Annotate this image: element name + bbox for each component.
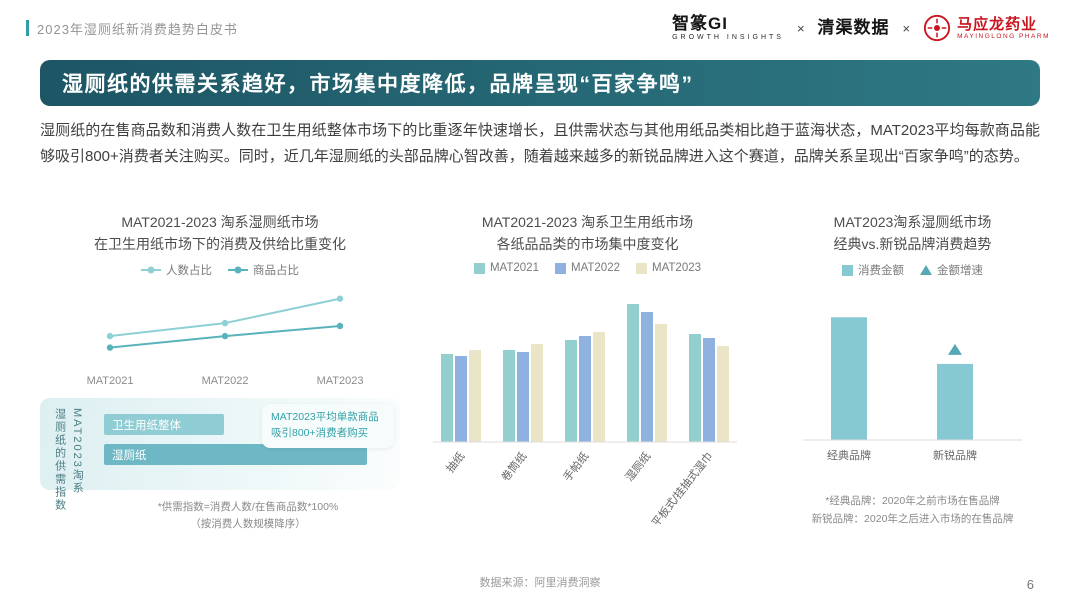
svg-text:卷筒纸: 卷筒纸	[498, 450, 529, 485]
top-bar-left: 2023年湿厕纸新消费趋势白皮书	[26, 19, 238, 38]
chart-supply-demand-section: MAT2021-2023 淘系湿厕纸市场 在卫生用纸市场下的消费及供给比重变化 …	[40, 212, 400, 533]
supply-demand-panel: MAT2023淘系 湿厕纸的供需指数 卫生用纸整体 湿厕纸 MAT2023平均单…	[40, 398, 400, 512]
brand-mayinglong-name: 马应龙药业	[957, 15, 1038, 33]
chart3-title: MAT2023淘系湿厕纸市场 经典vs.新锐品牌消费趋势	[785, 212, 1040, 255]
callout-line2: 吸引800+消费者购买	[271, 427, 369, 440]
legend-item-mat2022: MAT2022	[554, 262, 620, 275]
bar-wet-toilet-paper: 湿厕纸	[104, 444, 368, 466]
square-swatch-icon	[554, 262, 566, 274]
legend-item-shangpin: 商品占比	[228, 262, 299, 278]
brand-zhizhuan-name: 智篆GI	[672, 14, 729, 34]
chart1-title-line1: MAT2021-2023 淘系湿厕纸市场	[121, 214, 319, 230]
line-swatch-icon	[228, 266, 248, 274]
chart2-title-line2: 各纸品品类的市场集中度变化	[496, 235, 679, 252]
headline-banner: 湿厕纸的供需关系趋好，市场集中度降低，品牌呈现“百家争鸣”	[40, 60, 1040, 106]
legend-item-zengsu: 金额增速	[920, 262, 983, 278]
supply-panel-bars: 卫生用纸整体 湿厕纸	[104, 398, 390, 466]
chart1-legend: 人数占比 商品占比	[40, 262, 400, 278]
accent-bar	[26, 20, 29, 36]
svg-text:新锐品牌: 新锐品牌	[933, 448, 977, 462]
svg-text:MAT2022: MAT2022	[202, 375, 249, 387]
vertical-label-line2: 湿厕纸的供需指数	[53, 408, 66, 513]
legend-label: MAT2021	[489, 262, 539, 275]
supply-index-footnote: *供需指数=消费人数/在售商品数*100% （按消费人数规模降序）	[40, 499, 400, 533]
square-swatch-icon	[473, 262, 485, 274]
footnote-classic-brand: *经典品牌：2020年之前市场在售品牌	[825, 495, 1000, 508]
legend-label: MAT2022	[570, 262, 620, 275]
brand-mayinglong-text: 马应龙药业 MAYINGLONG PHARM	[957, 16, 1050, 41]
supply-panel-vertical-label: MAT2023淘系 湿厕纸的供需指数	[50, 408, 85, 563]
svg-text:MAT2021: MAT2021	[87, 375, 134, 387]
chart2-title-line1: MAT2021-2023 淘系卫生用纸市场	[481, 214, 694, 230]
line-chart-canvas: MAT2021 MAT2022 MAT2023	[87, 295, 364, 387]
legend-label: 人数占比	[166, 265, 212, 278]
legend-label: 商品占比	[253, 265, 299, 278]
chart2-legend: MAT2021 MAT2022 MAT2023	[415, 262, 760, 274]
bar-hygiene-overall: 卫生用纸整体	[104, 414, 225, 436]
triangle-swatch-icon	[920, 265, 932, 276]
chart-concentration-section: MAT2021-2023 淘系卫生用纸市场 各纸品品类的市场集中度变化 MAT2…	[415, 212, 760, 524]
chart3-title-line2: 经典vs.新锐品牌消费趋势	[833, 235, 992, 252]
chart2-title: MAT2021-2023 淘系卫生用纸市场 各纸品品类的市场集中度变化	[415, 212, 760, 255]
footnote-new-brand: 新锐品牌：2020年之后进入市场的在售品牌	[811, 513, 1014, 526]
chart1-title-line2: 在卫生用纸市场下的消费及供给比重变化	[94, 235, 346, 252]
chart3-title-line1: MAT2023淘系湿厕纸市场	[833, 214, 992, 230]
svg-text:MAT2023: MAT2023	[317, 375, 364, 387]
legend-item-renshu: 人数占比	[141, 262, 212, 278]
callout-800-consumers: MAT2023平均单款商品 吸引800+消费者购买	[262, 404, 394, 448]
line-swatch-icon	[141, 266, 161, 274]
brand-zhizhuan-sub: GROWTH INSIGHTS	[672, 33, 784, 41]
legend-item-mat2021: MAT2021	[473, 262, 539, 275]
brand-bar-chart-canvas: 经典品牌 新锐品牌	[803, 317, 1022, 462]
brand-mayinglong: 马应龙药业 MAYINGLONG PHARM	[923, 14, 1050, 42]
legend-label: 金额增速	[937, 265, 983, 278]
legend-label: 消费金额	[858, 265, 904, 278]
legend-item-mat2023: MAT2023	[636, 262, 701, 274]
document-title: 2023年湿厕纸新消费趋势白皮书	[37, 21, 238, 37]
footnote-line1: *供需指数=消费人数/在售商品数*100%	[157, 501, 339, 514]
chart3-legend: 消费金额 金额增速	[785, 262, 1040, 278]
legend-label: MAT2023	[652, 262, 702, 275]
square-swatch-icon	[636, 262, 647, 274]
square-swatch-icon	[842, 264, 853, 276]
mayinglong-roundel-icon	[923, 14, 951, 42]
svg-text:抽纸: 抽纸	[443, 450, 468, 476]
callout-line1: MAT2023平均单款商品	[271, 411, 379, 424]
bar-hygiene-overall-label: 卫生用纸整体	[112, 419, 181, 432]
chart-brand-trend-section: MAT2023淘系湿厕纸市场 经典vs.新锐品牌消费趋势 消费金额 金额增速 经…	[785, 212, 1040, 529]
brand-zhizhuan: 智篆GI GROWTH INSIGHTS	[672, 14, 784, 42]
intro-paragraph: 湿厕纸的在售商品数和消费人数在卫生用纸整体市场下的比重逐年快速增长，且供需状态与…	[40, 122, 1040, 165]
brand-separator: ×	[796, 20, 805, 36]
footnote-line2: （按消费人数规模降序）	[190, 518, 306, 531]
top-bar: 2023年湿厕纸新消费趋势白皮书 智篆GI GROWTH INSIGHTS × …	[26, 14, 1050, 42]
bar-wet-toilet-paper-label: 湿厕纸	[112, 449, 147, 462]
svg-text:平板式/挂抽式湿巾: 平板式/挂抽式湿巾	[648, 450, 715, 525]
svg-text:经典品牌: 经典品牌	[827, 448, 871, 462]
brand-separator: ×	[902, 20, 911, 36]
data-source: 数据来源：阿里消费洞察	[479, 577, 601, 589]
brand-definition-footnote: *经典品牌：2020年之前市场在售品牌 新锐品牌：2020年之后进入市场的在售品…	[785, 493, 1040, 529]
vertical-label-line1: MAT2023淘系	[71, 408, 84, 496]
svg-text:手帕纸: 手帕纸	[560, 450, 591, 485]
brand-logos: 智篆GI GROWTH INSIGHTS × 清渠数据 ×	[672, 14, 1050, 42]
brand-qingqu-name: 清渠数据	[817, 18, 890, 38]
brand-mayinglong-sub: MAYINGLONG PHARM	[957, 32, 1050, 40]
chart1-title: MAT2021-2023 淘系湿厕纸市场 在卫生用纸市场下的消费及供给比重变化	[40, 212, 400, 255]
svg-text:湿厕纸: 湿厕纸	[623, 450, 654, 484]
page-number: 6	[1026, 577, 1034, 592]
brand-qingqu: 清渠数据	[818, 18, 890, 38]
legend-item-xiaofei: 消费金额	[842, 262, 904, 278]
headline-title: 湿厕纸的供需关系趋好，市场集中度降低，品牌呈现“百家争鸣”	[62, 73, 694, 96]
